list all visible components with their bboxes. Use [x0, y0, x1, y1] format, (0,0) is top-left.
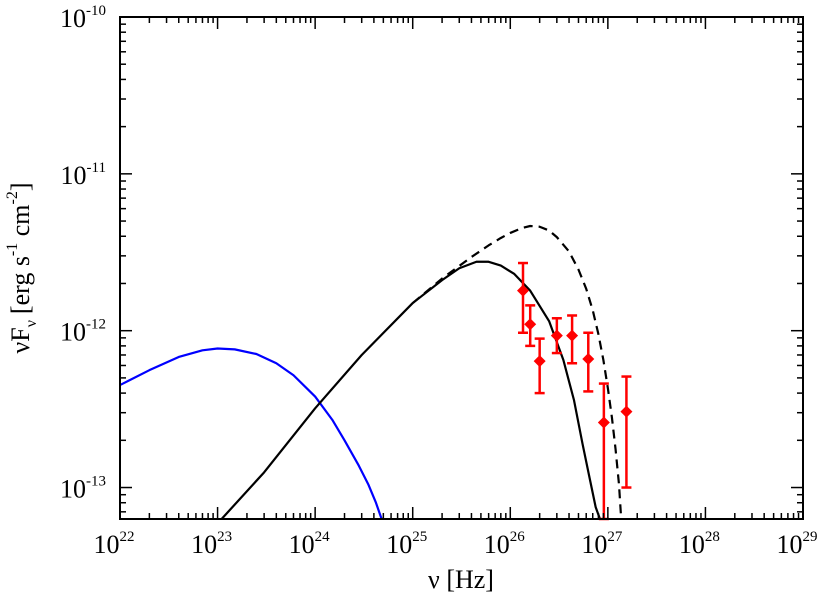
- y-axis-title-close: ]: [6, 182, 35, 191]
- tick-labels: 1022 1023 1024 1025 1026 1027 1028 1029 10-13 10-…: [60, 3, 818, 559]
- x-axis-title-nu: ν: [428, 565, 440, 594]
- data-point-4: [550, 317, 563, 355]
- y-axis-title-nu: ν: [6, 342, 35, 354]
- diamond-marker: [533, 355, 546, 368]
- y-tick-label-1: 10-13: [60, 474, 106, 504]
- diamond-marker: [620, 405, 633, 418]
- data-point-2: [524, 304, 537, 348]
- y-axis-title-sub: ν: [23, 320, 40, 327]
- diamond-marker: [566, 329, 579, 342]
- diamond-marker: [550, 329, 563, 342]
- x-tick-label-8: 1029: [777, 529, 818, 559]
- x-tick-label-2: 1023: [191, 529, 232, 559]
- data-point-7: [597, 382, 610, 521]
- data-point-6: [582, 331, 595, 393]
- y-axis-title-F: F: [6, 327, 35, 341]
- series-line-2: [220, 260, 601, 519]
- x-tick-label-7: 1028: [679, 529, 720, 559]
- x-tick-label-5: 1026: [484, 529, 526, 559]
- y-tick-label-2: 10-12: [60, 317, 106, 347]
- data-point-1: [517, 261, 530, 335]
- data-point-8: [620, 375, 633, 489]
- diamond-marker: [597, 416, 610, 429]
- diamond-marker: [517, 284, 530, 297]
- data-point-5: [566, 314, 579, 365]
- series-line-3: [412, 224, 623, 519]
- series-line-1: [120, 347, 383, 519]
- diamond-marker: [582, 352, 595, 365]
- axis-ticks: [119, 16, 804, 519]
- diamond-marker: [524, 318, 537, 331]
- data-point-3: [533, 337, 546, 395]
- y-tick-label-3: 10-11: [61, 160, 106, 190]
- x-axis-title-unit: [Hz]: [440, 565, 494, 594]
- y-axis-title-cm: cm: [6, 204, 35, 242]
- y-axis-title: νFν [erg s-1 cm-2]: [4, 182, 40, 353]
- x-tick-label-1: 1022: [94, 529, 135, 559]
- x-tick-label-3: 1024: [289, 529, 331, 559]
- y-axis-title-exp1: -1: [4, 243, 21, 256]
- x-tick-label-6: 1027: [581, 529, 623, 559]
- model-curves: [120, 224, 623, 519]
- y-axis-title-bracket: [erg s: [6, 256, 35, 314]
- measurement-points: [517, 261, 633, 521]
- y-tick-label-4: 10-10: [60, 3, 106, 33]
- y-axis-title-exp2: -2: [4, 191, 21, 204]
- x-axis-title: ν [Hz]: [428, 565, 494, 594]
- plot-frame: [119, 16, 804, 520]
- x-tick-label-4: 1025: [386, 529, 427, 559]
